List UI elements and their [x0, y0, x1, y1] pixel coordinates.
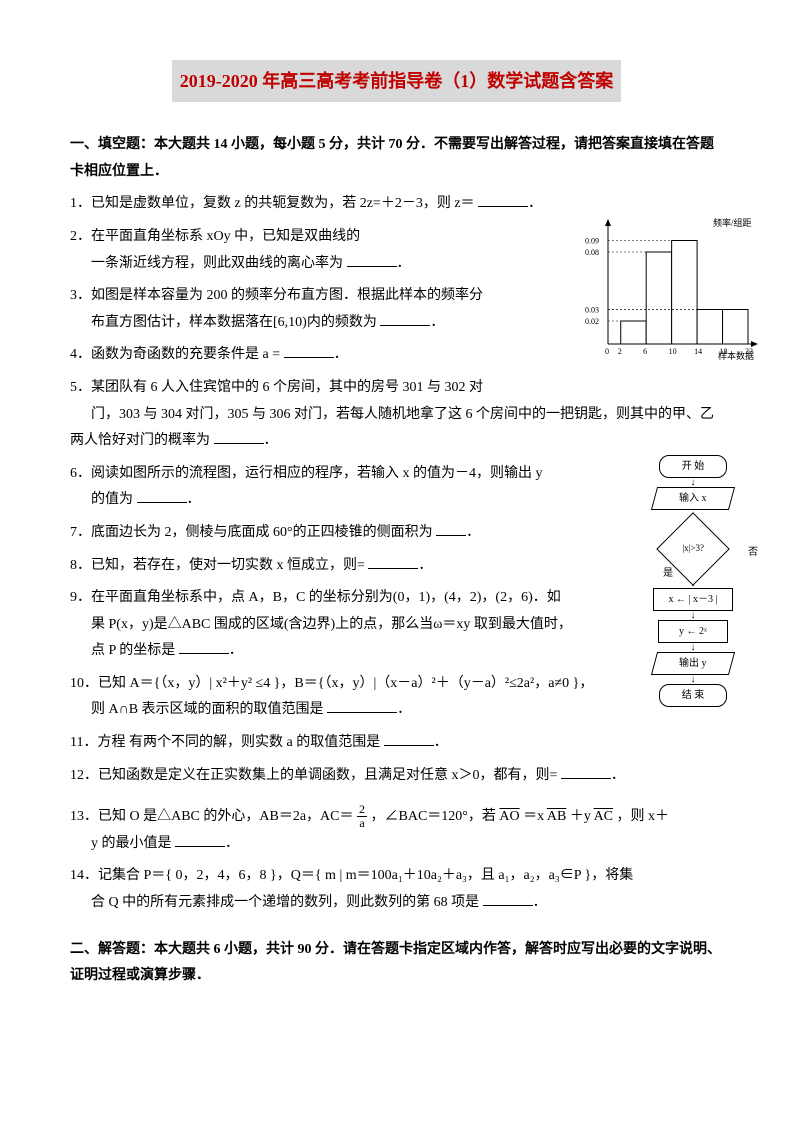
q6b-text: 的值为: [70, 492, 133, 507]
q9b-text: 果 P(x，y)是△ABC 围成的区域(含边界)上的点，那么当ω＝xy 取到最大…: [70, 617, 572, 632]
q10a-text: 10．已知 A＝{（x，y）| x²＋y² ≤4 }，B＝{（x，y）|（x－a…: [70, 676, 593, 691]
q8-blank: [368, 554, 418, 569]
q9c-text: 点 P 的坐标是: [70, 643, 175, 658]
q13a-end: ，则 x＋: [617, 809, 670, 824]
q11-text: 11．方程 有两个不同的解，则实数 a 的取值范围是: [70, 735, 380, 750]
q2b-text: 一条渐近线方程，则此双曲线的离心率为: [70, 256, 343, 271]
question-10: 10．已知 A＝{（x，y）| x²＋y² ≤4 }，B＝{（x，y）|（x－a…: [70, 671, 723, 724]
q12-text: 12．已知函数是定义在正实数集上的单调函数，且满足对任意 x＞0，都有，则=: [70, 768, 557, 783]
svg-text:22: 22: [745, 347, 753, 356]
q10b-text: 则 A∩B 表示区域的面积的取值范围是: [70, 702, 324, 717]
section2-heading: 二、解答题：本大题共 6 小题，共计 90 分．请在答题卡指定区域内作答，解答时…: [70, 937, 723, 990]
q14a-text: 14．记集合 P＝{ 0，2，4，6，8 }，Q＝{ m | m＝100a₁＋1…: [70, 868, 633, 883]
question-2: 2．在平面直角坐标系 xOy 中，已知是双曲线的 一条渐近线方程，则此双曲线的离…: [70, 224, 723, 277]
question-14: 14．记集合 P＝{ 0，2，4，6，8 }，Q＝{ m | m＝100a₁＋1…: [70, 863, 723, 916]
q5b-text: 门，303 与 304 对门，305 与 306 对门，若每人随机地拿了这 6 …: [70, 407, 714, 449]
q13a-vec2: ＋y: [570, 809, 591, 824]
svg-text:0.08: 0.08: [585, 248, 599, 257]
q13a-post: ，∠BAC＝120°，若: [371, 809, 496, 824]
q6-blank: [137, 488, 187, 503]
q1-blank: [478, 192, 528, 207]
q5-blank: [214, 429, 264, 444]
vector-AB: AB: [547, 809, 566, 824]
q8-text: 8．已知，若存在，使对一切实数 x 恒成立，则=: [70, 558, 365, 573]
question-4: 4．函数为奇函数的充要条件是 a = ．: [70, 342, 723, 369]
page-title: 2019-2020 年高三高考考前指导卷（1）数学试题含答案: [172, 60, 622, 102]
q3b-text: 布直方图估计，样本数据落在[6,10)内的频数为: [70, 315, 377, 330]
q13a-vec: ＝x: [523, 809, 544, 824]
q1-text: 1．已知是虚数单位，复数 z 的共轭复数为，若 2z=＋2－3，则 z＝: [70, 196, 475, 211]
q4-text: 4．函数为奇函数的充要条件是 a =: [70, 347, 280, 362]
q14-blank: [483, 891, 533, 906]
q6a-text: 6．阅读如图所示的流程图，运行相应的程序，若输入 x 的值为－4，则输出 y: [70, 466, 543, 481]
q7-blank: [436, 521, 466, 536]
svg-text:0.09: 0.09: [585, 236, 599, 245]
vector-AO: AO: [499, 809, 519, 824]
question-11: 11．方程 有两个不同的解，则实数 a 的取值范围是 ．: [70, 730, 723, 757]
q13a-pre: 13．已知 O 是△ABC 的外心，AB＝2a，AC＝: [70, 809, 354, 824]
cond-no-label: 否: [748, 543, 758, 562]
question-3: 3．如图是样本容量为 200 的频率分布直方图．根据此样本的频率分 布直方图估计…: [70, 283, 723, 336]
q11-blank: [384, 731, 434, 746]
section1-heading: 一、填空题：本大题共 14 小题，每小题 5 分，共计 70 分．不需要写出解答…: [70, 132, 723, 185]
flow-start: 开 始: [659, 455, 727, 478]
q13-blank: [175, 832, 225, 847]
q10-blank: [327, 698, 397, 713]
q2a-text: 2．在平面直角坐标系 xOy 中，已知是双曲线的: [70, 229, 360, 244]
q7-text: 7．底面边长为 2，侧棱与底面成 60°的正四棱锥的侧面积为: [70, 525, 433, 540]
question-13: 13．已知 O 是△ABC 的外心，AB＝2a，AC＝ 2a ，∠BAC＝120…: [70, 803, 723, 857]
q13b-text: y 的最小值是: [70, 836, 172, 851]
q9-blank: [179, 639, 229, 654]
q14b-text: 合 Q 中的所有元素排成一个递增的数列，则此数列的第 68 项是: [70, 895, 479, 910]
q12-blank: [561, 764, 611, 779]
q5a-text: 5．某团队有 6 人入住宾馆中的 6 个房间，其中的房号 301 与 302 对: [70, 380, 483, 395]
vector-AC: AC: [594, 809, 613, 824]
q2-blank: [347, 252, 397, 267]
q4-blank: [284, 343, 334, 358]
question-7: 7．底面边长为 2，侧棱与底面成 60°的正四棱锥的侧面积为 ．: [70, 520, 723, 547]
question-8: 8．已知，若存在，使对一切实数 x 恒成立，则= ．: [70, 553, 723, 580]
question-12: 12．已知函数是定义在正实数集上的单调函数，且满足对任意 x＞0，都有，则= ．: [70, 763, 723, 790]
question-6: 6．阅读如图所示的流程图，运行相应的程序，若输入 x 的值为－4，则输出 y 的…: [70, 461, 723, 514]
arrow-icon: ↓: [633, 480, 753, 485]
question-9: 9．在平面直角坐标系中，点 A，B，C 的坐标分别为(0，1)，(4，2)，(2…: [70, 585, 723, 665]
q3a-text: 3．如图是样本容量为 200 的频率分布直方图．根据此样本的频率分: [70, 288, 483, 303]
fraction: 2a: [357, 803, 367, 830]
svg-text:频率/组距: 频率/组距: [713, 217, 752, 228]
q9a-text: 9．在平面直角坐标系中，点 A，B，C 的坐标分别为(0，1)，(4，2)，(2…: [70, 590, 561, 605]
flow-input: 输入 x: [651, 487, 735, 510]
question-5: 5．某团队有 6 人入住宾馆中的 6 个房间，其中的房号 301 与 302 对…: [70, 375, 723, 455]
q3-blank: [380, 311, 430, 326]
